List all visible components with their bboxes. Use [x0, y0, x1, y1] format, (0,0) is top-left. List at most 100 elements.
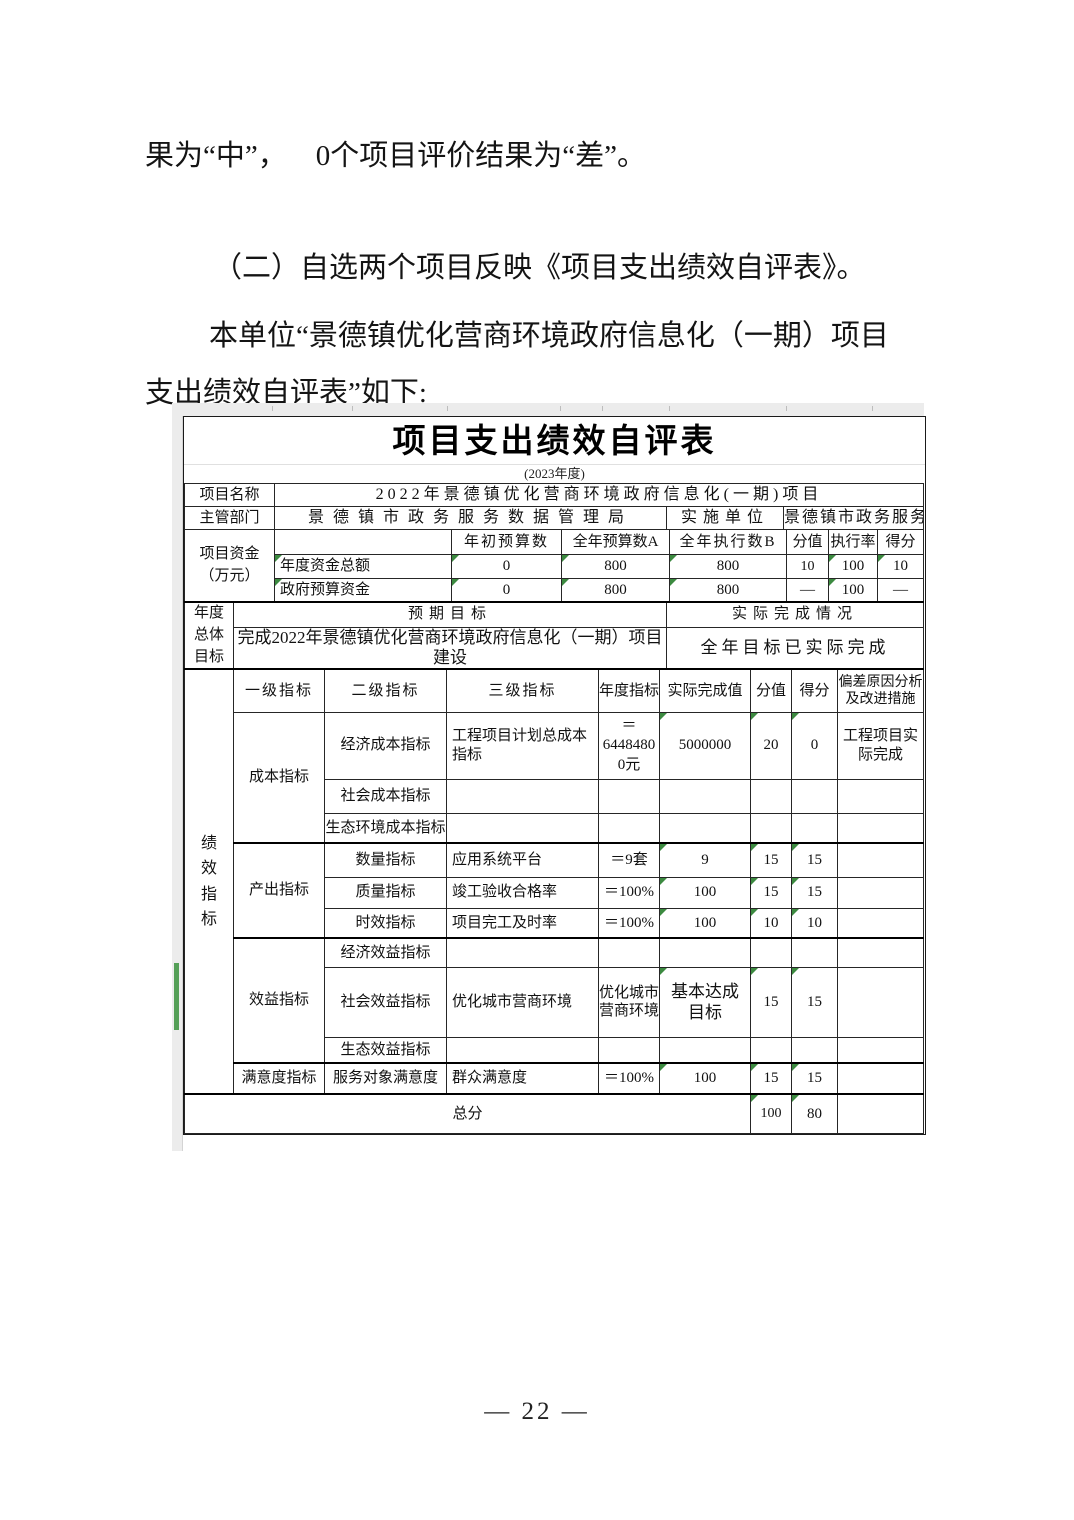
level3-indicator [446, 1036, 599, 1064]
funding-cell: 800 [669, 554, 787, 579]
gridline-tick [669, 406, 670, 411]
funding-cell: 0 [451, 554, 562, 579]
score-cell: 0 [791, 711, 838, 780]
indicators-table: 绩效指标 一级指标 二级指标 三级指标 年度指标 实际完成值 分值 得分 偏差原… [184, 668, 924, 1134]
points-cell: 15 [750, 876, 792, 909]
score-cell: 15 [791, 842, 838, 878]
funding-cell: 10 [786, 554, 829, 579]
level3-indicator: 群众满意度 [446, 1062, 599, 1095]
department-value: 景德镇市政务服务数据管理局 [274, 506, 667, 530]
funding-header-row: 项目资金（万元） 年初预算数 全年预算数A 全年执行数B 分值 执行率 得分 [184, 529, 924, 602]
funding-header-cell: 全年执行数B [669, 529, 787, 555]
funding-cell: — [786, 578, 829, 602]
score-cell: 15 [791, 1062, 838, 1095]
level2-indicator: 社会成本指标 [324, 778, 447, 814]
level2-indicator: 服务对象满意度 [324, 1062, 447, 1095]
funding-header-cell: 分值 [786, 529, 829, 555]
level2-indicator: 生态环境成本指标 [324, 812, 447, 844]
gridline-tick [602, 406, 603, 411]
annual-target-cell: ＝100% [598, 1062, 660, 1095]
annual-target-cell [598, 778, 660, 814]
level2-indicator: 数量指标 [324, 842, 447, 878]
indicator-row: 质量指标 竣工验收合格率 ＝100% 100 15 15 [185, 876, 924, 909]
annual-target-cell [598, 937, 660, 968]
deviation-cell [837, 842, 924, 878]
indicator-header-cell: 三级指标 [446, 668, 599, 713]
level1-indicator: 效益指标 [233, 937, 325, 1064]
funding-cell: 800 [669, 578, 787, 602]
level1-indicator: 产出指标 [233, 842, 325, 939]
actual-value-cell: 100 [659, 907, 751, 939]
level3-indicator [446, 937, 599, 968]
department-row: 主管部门 景德镇市政务服务数据管理局 实施单位 景德镇市政务服务 [184, 506, 925, 530]
project-name-row: 项目名称 2022年景德镇优化营商环境政府信息化(一期)项目 [184, 483, 925, 507]
level3-indicator [446, 812, 599, 844]
total-row: 总分 100 80 [184, 1093, 924, 1134]
indicator-row: 社会效益指标 优化城市营商环境 优化城市营商环境 基本达成目标 15 15 [185, 966, 924, 1038]
funding-blank-cell [274, 529, 452, 555]
impl-unit-value: 景德镇市政务服务 [782, 506, 925, 530]
level2-indicator: 时效指标 [324, 907, 447, 939]
actual-value-cell [659, 937, 751, 968]
level3-indicator: 项目完工及时率 [446, 907, 599, 939]
indicator-header-cell: 年度指标 [598, 668, 660, 713]
annual-target-cell: ＝100% [598, 876, 660, 909]
page-number: — 22 — [484, 1398, 590, 1425]
annual-target-cell [598, 1036, 660, 1064]
annual-target-cell: ＝9套 [598, 842, 660, 878]
deviation-cell [837, 876, 924, 909]
indicator-header-cell: 二级指标 [324, 668, 447, 713]
deviation-cell [837, 907, 924, 939]
body-text-continuation: 果为“中”， 0个项目评价结果为“差”。 [145, 140, 646, 172]
deviation-cell [837, 937, 924, 968]
project-info-table: 项目名称 2022年景德镇优化营商环境政府信息化(一期)项目 主管部门 景德镇市… [184, 483, 925, 530]
goal-header-row: 年度总体目标 预期目标 实际完成情况 [184, 600, 924, 670]
gridline-tick [272, 406, 273, 411]
actual-value-cell: 100 [659, 1062, 751, 1095]
indicator-row: 时效指标 项目完工及时率 ＝100% 100 10 10 [185, 907, 924, 939]
indicator-row: 满意度指标 服务对象满意度 群众满意度 ＝100% 100 15 15 [185, 1062, 924, 1095]
total-deviation-cell [837, 1093, 924, 1134]
score-cell [791, 1036, 838, 1064]
deviation-cell: 工程项目实际完成 [837, 711, 924, 780]
funding-cell: 10 [877, 554, 924, 579]
department-label: 主管部门 [184, 506, 275, 530]
deviation-cell [837, 812, 924, 844]
spreadsheet-left-margin [172, 416, 183, 1151]
actual-completion-text: 全年目标已实际完成 [666, 626, 924, 670]
indicator-row: 产出指标 数量指标 应用系统平台 ＝9套 9 15 15 [185, 842, 924, 939]
funding-row-name: 政府预算资金 [274, 578, 452, 602]
section-heading: （二）自选两个项目反映《项目支出绩效自评表》。 [213, 252, 866, 284]
points-cell: 15 [750, 842, 792, 878]
gridline-tick [786, 406, 787, 411]
level2-indicator: 经济成本指标 [324, 711, 447, 780]
indicator-row: 效益指标 经济效益指标 [185, 937, 924, 1064]
level1-indicator: 成本指标 [233, 711, 325, 844]
embedded-table-screenshot: 项目支出绩效自评表 (2023年度) 项目名称 2022年景德镇优化营商环境政府… [172, 403, 926, 1151]
indicator-header-row: 绩效指标 一级指标 二级指标 三级指标 年度指标 实际完成值 分值 得分 偏差原… [184, 668, 924, 1095]
score-cell: 15 [791, 876, 838, 909]
actual-value-cell: 100 [659, 876, 751, 909]
annual-goal-label: 年度总体目标 [184, 601, 234, 670]
funding-header-cell: 全年预算数A [561, 529, 670, 555]
actual-completion-header: 实际完成情况 [666, 600, 924, 628]
actual-value-cell [659, 812, 751, 844]
deviation-cell [837, 1062, 924, 1095]
funding-row-name: 年度资金总额 [274, 554, 452, 579]
level3-indicator [446, 778, 599, 814]
points-cell [750, 778, 792, 814]
score-cell: 15 [791, 966, 838, 1038]
indicator-header-cell: 偏差原因分析及改进措施 [837, 668, 924, 713]
actual-value-cell: 基本达成目标 [659, 966, 751, 1038]
annual-target-cell: 优化城市营商环境 [598, 966, 660, 1038]
funding-cell: 100 [828, 554, 878, 579]
funding-cell: 800 [561, 578, 670, 602]
project-name-value: 2022年景德镇优化营商环境政府信息化(一期)项目 [273, 483, 925, 507]
funding-cell: 100 [828, 578, 878, 602]
impl-unit-label: 实施单位 [666, 506, 784, 530]
actual-value-cell [659, 778, 751, 814]
deviation-cell [837, 966, 924, 1038]
level3-indicator: 应用系统平台 [446, 842, 599, 878]
indicator-header-cell: 一级指标 [233, 668, 325, 713]
total-score-cell: 80 [791, 1093, 838, 1134]
